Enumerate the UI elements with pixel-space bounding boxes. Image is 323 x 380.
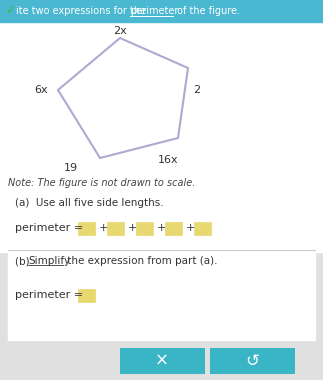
Text: 6x: 6x — [34, 85, 48, 95]
Text: the expression from part (a).: the expression from part (a). — [64, 256, 217, 266]
Text: perimeter =: perimeter = — [15, 290, 87, 300]
Text: ×: × — [155, 352, 169, 370]
Text: +: + — [128, 223, 137, 233]
Bar — [78, 288, 95, 301]
Text: ↺: ↺ — [245, 352, 259, 370]
Bar — [0, 22, 323, 252]
Bar — [165, 222, 182, 234]
Bar — [136, 222, 153, 234]
Text: of the figure.: of the figure. — [174, 6, 240, 16]
Text: Note: The figure is not drawn to scale.: Note: The figure is not drawn to scale. — [8, 178, 195, 188]
Bar — [0, 0, 323, 22]
Text: ✓: ✓ — [5, 5, 16, 17]
Text: 2: 2 — [193, 85, 200, 95]
Text: +: + — [186, 223, 195, 233]
Bar — [78, 222, 95, 234]
Text: 16x: 16x — [158, 155, 179, 165]
Bar — [8, 192, 315, 340]
Text: (a)  Use all five side lengths.: (a) Use all five side lengths. — [15, 198, 164, 208]
Bar — [120, 348, 205, 374]
Bar — [107, 222, 124, 234]
Text: ite two expressions for the: ite two expressions for the — [16, 6, 149, 16]
Text: 2x: 2x — [113, 26, 127, 36]
Bar — [210, 348, 295, 374]
Text: perimeter =: perimeter = — [15, 223, 87, 233]
Text: 19: 19 — [64, 163, 78, 173]
Text: (b): (b) — [15, 256, 36, 266]
Text: Simplify: Simplify — [28, 256, 70, 266]
Text: perimeter: perimeter — [130, 6, 178, 16]
Text: +: + — [99, 223, 109, 233]
Bar — [194, 222, 211, 234]
Text: +: + — [157, 223, 166, 233]
